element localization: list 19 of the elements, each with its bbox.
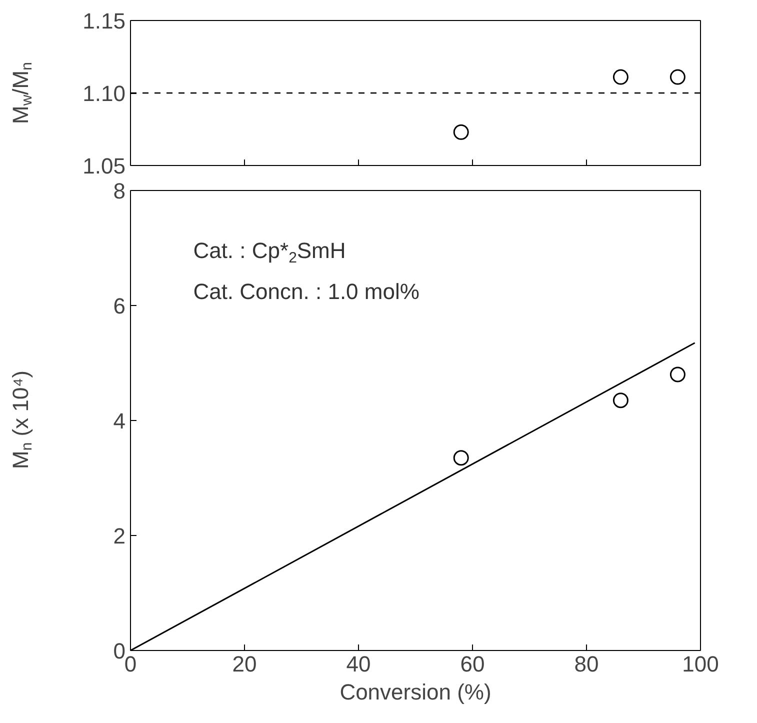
y-tick-label: 1.15: [82, 8, 126, 34]
x-tick-label: 60: [460, 652, 485, 676]
y-tick-label: 4: [113, 408, 126, 434]
y-axis-title: Mn (x 10⁴): [8, 370, 36, 469]
point: [453, 450, 469, 466]
y-axis-title: Mw/Mn: [8, 62, 36, 124]
y-tick-label: 6: [113, 294, 126, 318]
point: [612, 392, 628, 408]
y-tick-label: 1.10: [82, 81, 126, 106]
y-tick-label: 2: [113, 524, 126, 548]
y-tick-label: 1.05: [82, 154, 126, 178]
annotation: Cat. Concn. : 1.0 mol%: [193, 279, 420, 304]
x-tick-label: 20: [232, 652, 257, 676]
x-tick-label: 100: [682, 652, 719, 676]
x-axis-title: Conversion (%): [340, 680, 492, 704]
x-tick-label: 40: [346, 652, 371, 676]
x-tick-label: 80: [574, 652, 599, 676]
point: [670, 366, 686, 382]
y-tick-label: 8: [113, 178, 126, 204]
